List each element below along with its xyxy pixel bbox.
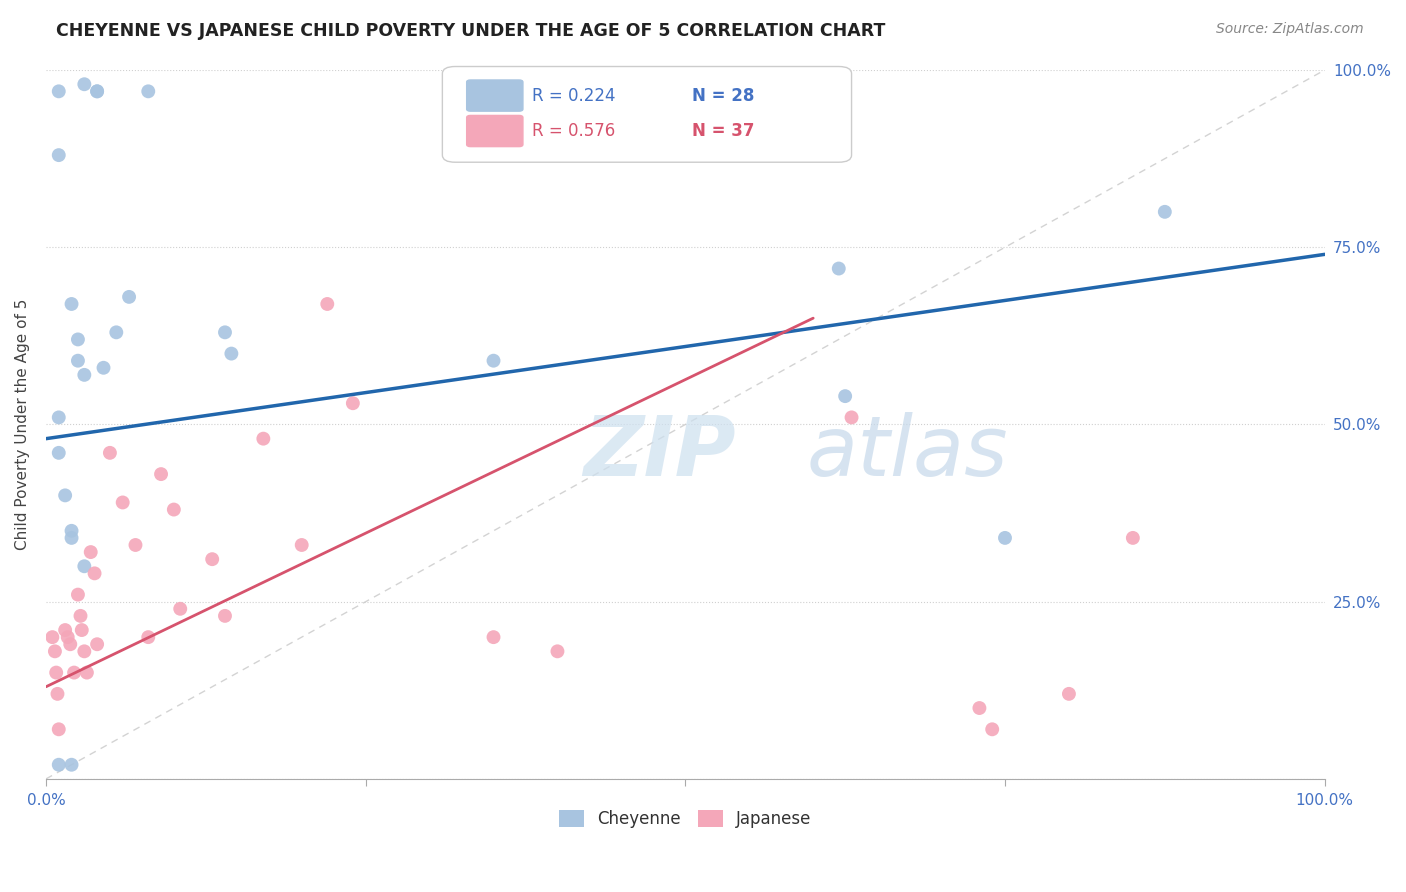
Point <box>111 495 134 509</box>
Point <box>93 360 115 375</box>
Point <box>46 687 69 701</box>
Point <box>994 531 1017 545</box>
Text: CHEYENNE VS JAPANESE CHILD POVERTY UNDER THE AGE OF 5 CORRELATION CHART: CHEYENNE VS JAPANESE CHILD POVERTY UNDER… <box>56 22 886 40</box>
Point <box>56 630 79 644</box>
Point <box>69 608 91 623</box>
Point <box>834 389 856 403</box>
Point <box>59 637 82 651</box>
Point <box>48 148 70 162</box>
Point <box>169 602 191 616</box>
Point <box>252 432 274 446</box>
Point <box>969 701 991 715</box>
Point <box>53 623 76 637</box>
Point <box>86 637 108 651</box>
Point <box>118 290 141 304</box>
FancyBboxPatch shape <box>467 115 523 146</box>
Point <box>136 84 159 98</box>
Point <box>48 410 70 425</box>
Point <box>73 644 96 658</box>
Point <box>1057 687 1080 701</box>
Point <box>98 446 121 460</box>
Point <box>136 630 159 644</box>
Point <box>53 488 76 502</box>
Point <box>73 368 96 382</box>
Point <box>76 665 98 680</box>
Point <box>44 644 66 658</box>
Point <box>60 757 83 772</box>
Point <box>73 559 96 574</box>
Point <box>841 410 863 425</box>
Point <box>60 297 83 311</box>
Point <box>214 326 236 340</box>
Point <box>66 333 89 347</box>
Text: N = 28: N = 28 <box>692 87 754 104</box>
FancyBboxPatch shape <box>467 80 523 112</box>
Point <box>48 757 70 772</box>
Point <box>482 353 505 368</box>
Point <box>291 538 314 552</box>
Point <box>60 524 83 538</box>
Point <box>41 630 63 644</box>
Point <box>66 353 89 368</box>
Point <box>86 84 108 98</box>
Point <box>124 538 146 552</box>
Point <box>482 630 505 644</box>
Point <box>48 84 70 98</box>
Point <box>981 723 1004 737</box>
Text: N = 37: N = 37 <box>692 122 754 140</box>
Point <box>828 261 851 276</box>
Point <box>48 723 70 737</box>
Point <box>83 566 105 581</box>
Point <box>1153 204 1175 219</box>
Point <box>105 326 128 340</box>
Point <box>163 502 186 516</box>
Point <box>221 346 243 360</box>
Text: R = 0.224: R = 0.224 <box>531 87 616 104</box>
Point <box>150 467 173 482</box>
Point <box>546 644 568 658</box>
Text: atlas: atlas <box>807 412 1008 493</box>
Point <box>214 608 236 623</box>
Point <box>1122 531 1144 545</box>
Point <box>60 531 83 545</box>
Point <box>86 84 108 98</box>
Y-axis label: Child Poverty Under the Age of 5: Child Poverty Under the Age of 5 <box>15 299 30 550</box>
Point <box>201 552 224 566</box>
Point <box>63 665 86 680</box>
Point <box>316 297 339 311</box>
Point <box>342 396 364 410</box>
Point <box>45 665 67 680</box>
Text: R = 0.576: R = 0.576 <box>531 122 616 140</box>
Text: ZIP: ZIP <box>583 412 735 493</box>
FancyBboxPatch shape <box>443 67 852 162</box>
Point <box>48 446 70 460</box>
Point <box>73 77 96 91</box>
Legend: Cheyenne, Japanese: Cheyenne, Japanese <box>553 803 818 834</box>
Point <box>70 623 93 637</box>
Point <box>66 588 89 602</box>
Point <box>80 545 103 559</box>
Text: Source: ZipAtlas.com: Source: ZipAtlas.com <box>1216 22 1364 37</box>
